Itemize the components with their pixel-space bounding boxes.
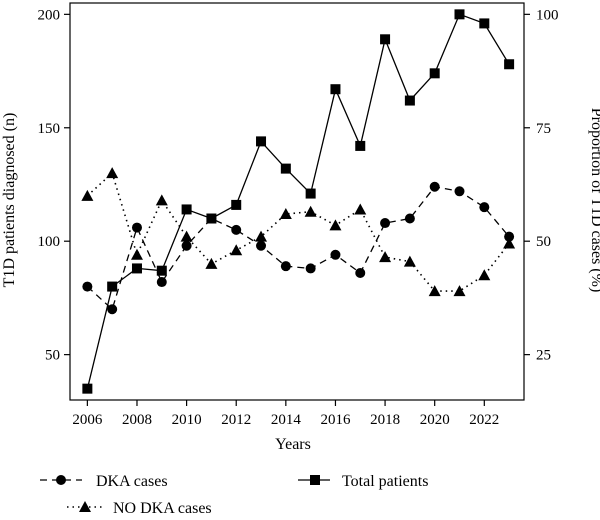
point-no-dka-cases	[403, 255, 416, 267]
point-total-patients	[479, 18, 490, 29]
point-no-dka-cases	[453, 285, 466, 297]
y-right-tick-label: 100	[536, 7, 559, 23]
point-total-patients	[131, 263, 142, 274]
point-no-dka-cases	[304, 205, 317, 217]
legend-no-dka-marker	[79, 501, 91, 512]
plot-frame	[69, 2, 525, 401]
y-right-tick-label: 50	[536, 234, 551, 250]
point-no-dka-cases	[279, 207, 292, 219]
legend-dka-label: DKA cases	[96, 473, 168, 490]
legend-total-label: Total patients	[342, 473, 428, 490]
legend-total-marker	[310, 475, 320, 485]
point-total-patients	[454, 9, 465, 20]
point-total-patients	[156, 265, 167, 276]
series-line-no-dka-cases	[86, 171, 510, 292]
point-total-patients	[330, 84, 341, 95]
point-no-dka-cases	[81, 189, 94, 201]
point-total-patients	[206, 213, 217, 224]
point-total-patients	[429, 68, 440, 79]
point-total-patients	[256, 136, 267, 147]
point-dka-cases	[131, 222, 142, 233]
point-no-dka-cases	[130, 248, 143, 260]
y-right-tick-label: 25	[536, 348, 551, 364]
x-tick-label: 2020	[420, 412, 450, 428]
point-total-patients	[504, 59, 515, 70]
point-no-dka-cases	[379, 251, 392, 263]
point-dka-cases	[504, 231, 515, 242]
y-left-tick-label: 50	[45, 348, 60, 364]
point-no-dka-cases	[230, 244, 243, 256]
legend-dka-marker	[56, 475, 66, 485]
point-dka-cases	[256, 240, 267, 251]
point-no-dka-cases	[428, 285, 441, 297]
point-dka-cases	[82, 281, 93, 292]
point-total-patients	[305, 188, 316, 199]
y-left-tick-label: 100	[38, 234, 61, 250]
point-no-dka-cases	[503, 237, 516, 249]
y-left-tick-label: 150	[38, 121, 61, 137]
x-tick-label: 2006	[72, 412, 103, 428]
legend-no-dka-label: NO DKA cases	[113, 500, 212, 515]
point-no-dka-cases	[106, 167, 119, 179]
x-tick-label: 2012	[221, 412, 251, 428]
point-dka-cases	[429, 181, 440, 192]
y-right-tick-label: 75	[536, 121, 551, 137]
point-dka-cases	[479, 202, 490, 213]
x-tick-label: 2022	[469, 412, 499, 428]
point-no-dka-cases	[155, 194, 168, 206]
point-dka-cases	[280, 261, 291, 272]
point-dka-cases	[355, 267, 366, 278]
point-dka-cases	[181, 240, 192, 251]
point-no-dka-cases	[354, 203, 367, 215]
point-dka-cases	[454, 186, 465, 197]
point-no-dka-cases	[329, 219, 342, 231]
point-total-patients	[280, 163, 291, 174]
series-line-total-patients	[86, 13, 510, 389]
x-tick-label: 2010	[172, 412, 202, 428]
x-tick-label: 2016	[320, 412, 351, 428]
legend-item-total: Total patients	[298, 473, 428, 490]
point-dka-cases	[404, 213, 415, 224]
x-axis-title: Years	[275, 436, 311, 453]
point-total-patients	[380, 34, 391, 45]
point-no-dka-cases	[205, 257, 218, 269]
y-axis-right-title: Proportion of T1D cases (%)	[588, 108, 600, 293]
point-dka-cases	[305, 263, 316, 274]
point-total-patients	[181, 204, 192, 215]
y-left-tick-label: 200	[38, 7, 61, 23]
point-dka-cases	[107, 304, 118, 315]
legend-item-dka: DKA cases	[40, 473, 168, 490]
point-no-dka-cases	[255, 230, 268, 242]
point-total-patients	[231, 199, 242, 210]
x-tick-label: 2018	[370, 412, 400, 428]
point-no-dka-cases	[180, 230, 193, 242]
x-tick-label: 2008	[122, 412, 152, 428]
legend-item-no-dka: NO DKA cases	[67, 500, 212, 517]
legend: DKA cases NO DKA cases Total patients	[40, 473, 428, 517]
point-dka-cases	[330, 249, 341, 260]
point-dka-cases	[231, 224, 242, 235]
point-total-patients	[107, 281, 118, 292]
point-dka-cases	[156, 277, 167, 288]
y-axis-left-title: T1D patients diagnosed (n)	[1, 113, 18, 288]
point-dka-cases	[380, 218, 391, 229]
point-total-patients	[404, 95, 415, 106]
point-total-patients	[355, 140, 366, 151]
point-total-patients	[82, 383, 93, 394]
x-tick-label: 2014	[271, 412, 302, 428]
point-no-dka-cases	[478, 269, 491, 281]
